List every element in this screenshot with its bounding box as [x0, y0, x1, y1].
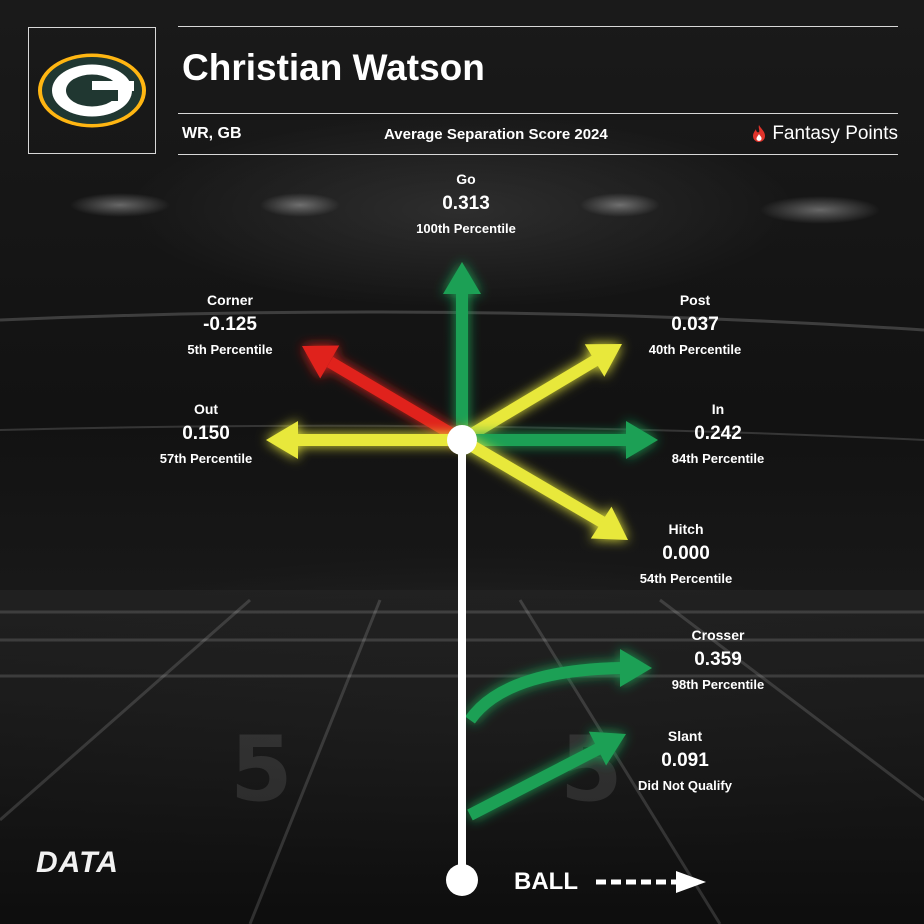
route-arrow-crosser — [465, 649, 652, 724]
route-name: Go — [456, 171, 476, 187]
player-name: Christian Watson — [182, 47, 485, 88]
route-value: 0.150 — [182, 423, 230, 444]
header-rule-bottom — [178, 154, 898, 155]
flame-icon — [753, 125, 766, 142]
route-value: 0.000 — [662, 543, 710, 564]
route-arrow-out — [266, 421, 462, 459]
route-arrow-hitch — [458, 434, 628, 540]
route-value: 0.359 — [694, 649, 742, 670]
route-value: 0.037 — [671, 314, 719, 335]
route-value: 0.313 — [442, 193, 490, 214]
route-arrow-in — [462, 421, 658, 459]
route-percentile: 5th Percentile — [187, 342, 273, 357]
route-name: Slant — [667, 728, 703, 744]
route-percentile: 40th Percentile — [648, 342, 742, 357]
data-logo: DATA — [36, 846, 119, 879]
route-arrow-slant — [467, 731, 626, 821]
route-break-point — [447, 425, 477, 455]
ball-label: BALL — [514, 868, 578, 895]
route-name: In — [711, 401, 725, 417]
route-percentile: 100th Percentile — [416, 221, 516, 236]
route-name: Crosser — [691, 627, 745, 643]
svg-text:5: 5 — [230, 717, 293, 822]
header-rule-top — [178, 26, 898, 27]
receiver-start-point — [446, 864, 478, 896]
route-name: Hitch — [668, 521, 704, 537]
route-percentile: 98th Percentile — [671, 677, 765, 692]
route-label-in: In 0.242 84th Percentile — [622, 401, 814, 467]
route-label-post: Post 0.037 40th Percentile — [599, 292, 791, 358]
team-logo-frame — [28, 27, 156, 154]
route-label-out: Out 0.150 57th Percentile — [110, 401, 302, 467]
brand-name: Fantasy Points — [772, 123, 898, 144]
route-value: -0.125 — [203, 314, 257, 335]
route-arrow-go — [443, 262, 481, 440]
packers-logo-icon — [38, 53, 146, 128]
route-label-go: Go 0.313 100th Percentile — [370, 171, 562, 237]
route-name: Corner — [207, 292, 253, 308]
ball-direction-arrow — [596, 871, 706, 893]
metric-title: Average Separation Score 2024 — [384, 126, 608, 143]
route-name: Post — [679, 292, 711, 308]
route-value: 0.242 — [694, 423, 742, 444]
route-value: 0.091 — [661, 750, 709, 771]
route-arrow-post — [458, 344, 622, 446]
route-label-crosser: Crosser 0.359 98th Percentile — [622, 627, 814, 693]
route-percentile: 57th Percentile — [159, 451, 253, 466]
route-arrow-corner — [302, 345, 466, 446]
route-label-hitch: Hitch 0.000 54th Percentile — [590, 521, 782, 587]
brand-logo: Fantasy Points — [752, 123, 898, 145]
route-percentile: Did Not Qualify — [638, 778, 732, 793]
route-percentile: 54th Percentile — [639, 571, 733, 586]
route-label-corner: Corner -0.125 5th Percentile — [134, 292, 326, 358]
route-name: Out — [193, 401, 219, 417]
route-label-slant: Slant 0.091 Did Not Qualify — [589, 728, 781, 794]
header-rule-middle — [178, 113, 898, 114]
route-percentile: 84th Percentile — [671, 451, 765, 466]
position-team: WR, GB — [182, 125, 242, 142]
